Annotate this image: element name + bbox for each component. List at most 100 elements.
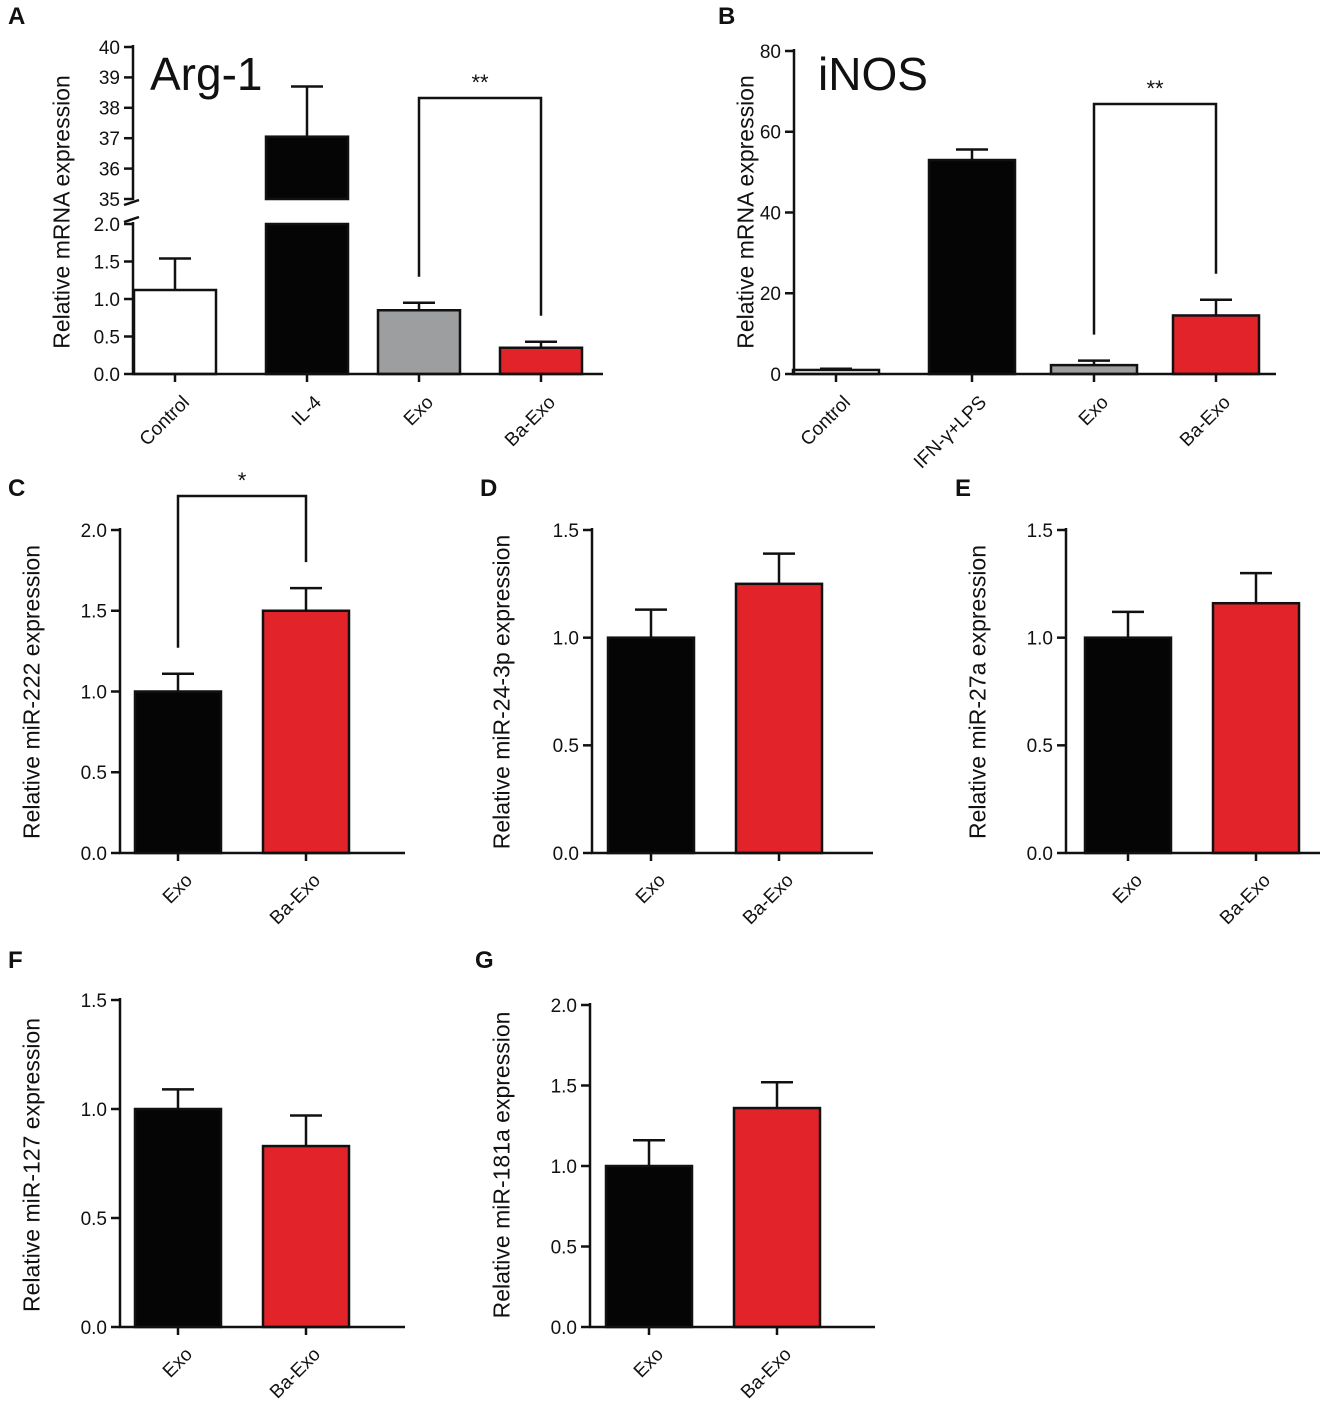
x-tick-label: Exo bbox=[1109, 870, 1147, 908]
y-tick-label: 0.5 bbox=[1027, 736, 1053, 757]
y-tick-label: 1.5 bbox=[81, 602, 107, 623]
axis-break-mark bbox=[123, 198, 140, 207]
y-tick-label: 0.0 bbox=[551, 1318, 577, 1339]
x-tick-label: Exo bbox=[630, 1344, 668, 1382]
y-tick-label: 0.5 bbox=[94, 327, 120, 348]
y-tick-label: 40 bbox=[760, 203, 781, 224]
x-tick-label: Ba-Exo bbox=[501, 392, 560, 451]
bar bbox=[1211, 601, 1301, 855]
y-axis-label: Relative mRNA expression bbox=[732, 75, 758, 349]
bar bbox=[498, 346, 584, 376]
axis-break-mark bbox=[123, 215, 140, 224]
y-tick-label: 37 bbox=[99, 129, 120, 150]
bar bbox=[1049, 363, 1139, 376]
panel-f: F Relative miR-127 expression Exo Ba-Exo 0.0… bbox=[8, 947, 405, 1403]
y-tick-label: 1.5 bbox=[81, 991, 107, 1012]
chart-title: Arg-1 bbox=[150, 48, 262, 100]
panel-letter: C bbox=[8, 475, 25, 502]
y-axis-label: Relative miR-127 expression bbox=[18, 1018, 44, 1312]
y-tick-label: 1.0 bbox=[94, 290, 120, 311]
bar bbox=[1171, 314, 1261, 376]
bar-upper-segment bbox=[264, 135, 350, 201]
bar bbox=[734, 582, 824, 855]
x-tick-label: Exo bbox=[400, 392, 438, 430]
panel-letter: F bbox=[8, 947, 23, 974]
x-tick-label: Ba-Exo bbox=[266, 1344, 325, 1403]
bar bbox=[133, 1107, 223, 1329]
y-axis-label: Relative mRNA expression bbox=[48, 75, 74, 349]
panel-letter: G bbox=[475, 947, 494, 974]
bar bbox=[732, 1106, 822, 1329]
panel-letter: D bbox=[480, 475, 497, 502]
significance-label: ** bbox=[1146, 76, 1164, 101]
y-tick-label: 0.0 bbox=[553, 844, 579, 865]
y-tick-label: 0.0 bbox=[94, 365, 120, 386]
y-tick-label: 1.0 bbox=[81, 682, 107, 703]
y-tick-label: 39 bbox=[99, 68, 120, 89]
y-tick-label: 1.5 bbox=[1027, 521, 1053, 542]
y-tick-label: 2.0 bbox=[551, 996, 577, 1017]
x-tick-label: Ba-Exo bbox=[266, 870, 325, 929]
y-tick-label: 1.0 bbox=[551, 1157, 577, 1178]
y-tick-label: 0 bbox=[770, 365, 781, 386]
y-tick-label: 36 bbox=[99, 159, 120, 180]
significance-bracket bbox=[176, 494, 308, 648]
panel-letter: A bbox=[8, 3, 25, 30]
x-tick-label: Control bbox=[136, 392, 194, 450]
bar bbox=[261, 609, 351, 855]
bar bbox=[261, 1144, 351, 1329]
y-tick-label: 1.5 bbox=[551, 1076, 577, 1097]
panel-letter: B bbox=[718, 3, 735, 30]
y-tick-label: 2.0 bbox=[81, 521, 107, 542]
y-tick-label: 1.0 bbox=[1027, 629, 1053, 650]
y-tick-label: 1.0 bbox=[81, 1100, 107, 1121]
x-tick-label: Exo bbox=[159, 870, 197, 908]
x-tick-label: IFN-γ+LPS bbox=[910, 392, 991, 473]
y-tick-label: 0.0 bbox=[81, 844, 107, 865]
bar bbox=[927, 158, 1017, 376]
bar bbox=[132, 288, 218, 376]
panel-e: E Relative miR-27a expression Exo Ba-Exo 0.0… bbox=[955, 475, 1320, 929]
panel-g: G Relative miR-181a expression Exo Ba-Exo 0.… bbox=[475, 947, 875, 1403]
y-tick-label: 1.5 bbox=[553, 521, 579, 542]
y-tick-label: 1.5 bbox=[94, 252, 120, 273]
y-axis-label: Relative miR-222 expression bbox=[18, 545, 44, 839]
panel-letter: E bbox=[955, 475, 971, 502]
y-tick-label: 0.5 bbox=[81, 763, 107, 784]
x-tick-label: Ba-Exo bbox=[1176, 392, 1235, 451]
y-tick-label: 0.5 bbox=[551, 1237, 577, 1258]
x-tick-label: Exo bbox=[1075, 392, 1113, 430]
y-tick-label: 20 bbox=[760, 284, 781, 305]
bar bbox=[376, 309, 462, 376]
significance-bracket bbox=[417, 96, 543, 316]
y-tick-label: 0.0 bbox=[1027, 844, 1053, 865]
bar bbox=[606, 636, 696, 855]
bar bbox=[604, 1164, 694, 1329]
y-tick-label: 80 bbox=[760, 42, 781, 63]
y-axis-label: Relative miR-24-3p expression bbox=[488, 535, 514, 849]
significance-bracket bbox=[1092, 102, 1218, 335]
y-tick-label: 0.5 bbox=[81, 1209, 107, 1230]
panel-c: C Relative miR-222 expression Exo Ba-Exo 0.0… bbox=[8, 468, 405, 929]
x-tick-label: Ba-Exo bbox=[739, 870, 798, 929]
y-tick-label: 60 bbox=[760, 123, 781, 144]
x-tick-label: IL-4 bbox=[288, 392, 326, 430]
panel-d: D Relative miR-24-3p expression Exo Ba-Exo 0… bbox=[480, 475, 873, 929]
y-tick-label: 1.0 bbox=[553, 629, 579, 650]
significance-label: ** bbox=[471, 70, 489, 95]
x-tick-label: Ba-Exo bbox=[1216, 870, 1275, 929]
bar bbox=[1083, 636, 1173, 855]
y-tick-label: 0.5 bbox=[553, 736, 579, 757]
significance-label: * bbox=[238, 468, 247, 493]
x-tick-label: Exo bbox=[632, 870, 670, 908]
bar bbox=[133, 690, 223, 855]
chart-title: iNOS bbox=[818, 48, 928, 100]
y-axis-label: Relative miR-181a expression bbox=[488, 1012, 514, 1319]
x-tick-label: Control bbox=[797, 392, 855, 450]
y-tick-label: 40 bbox=[99, 38, 120, 59]
y-tick-label: 0.0 bbox=[81, 1318, 107, 1339]
panel-a: A Arg-1 Relative mRNA expression Control IL-… bbox=[8, 3, 603, 451]
y-tick-label: 35 bbox=[99, 190, 120, 211]
